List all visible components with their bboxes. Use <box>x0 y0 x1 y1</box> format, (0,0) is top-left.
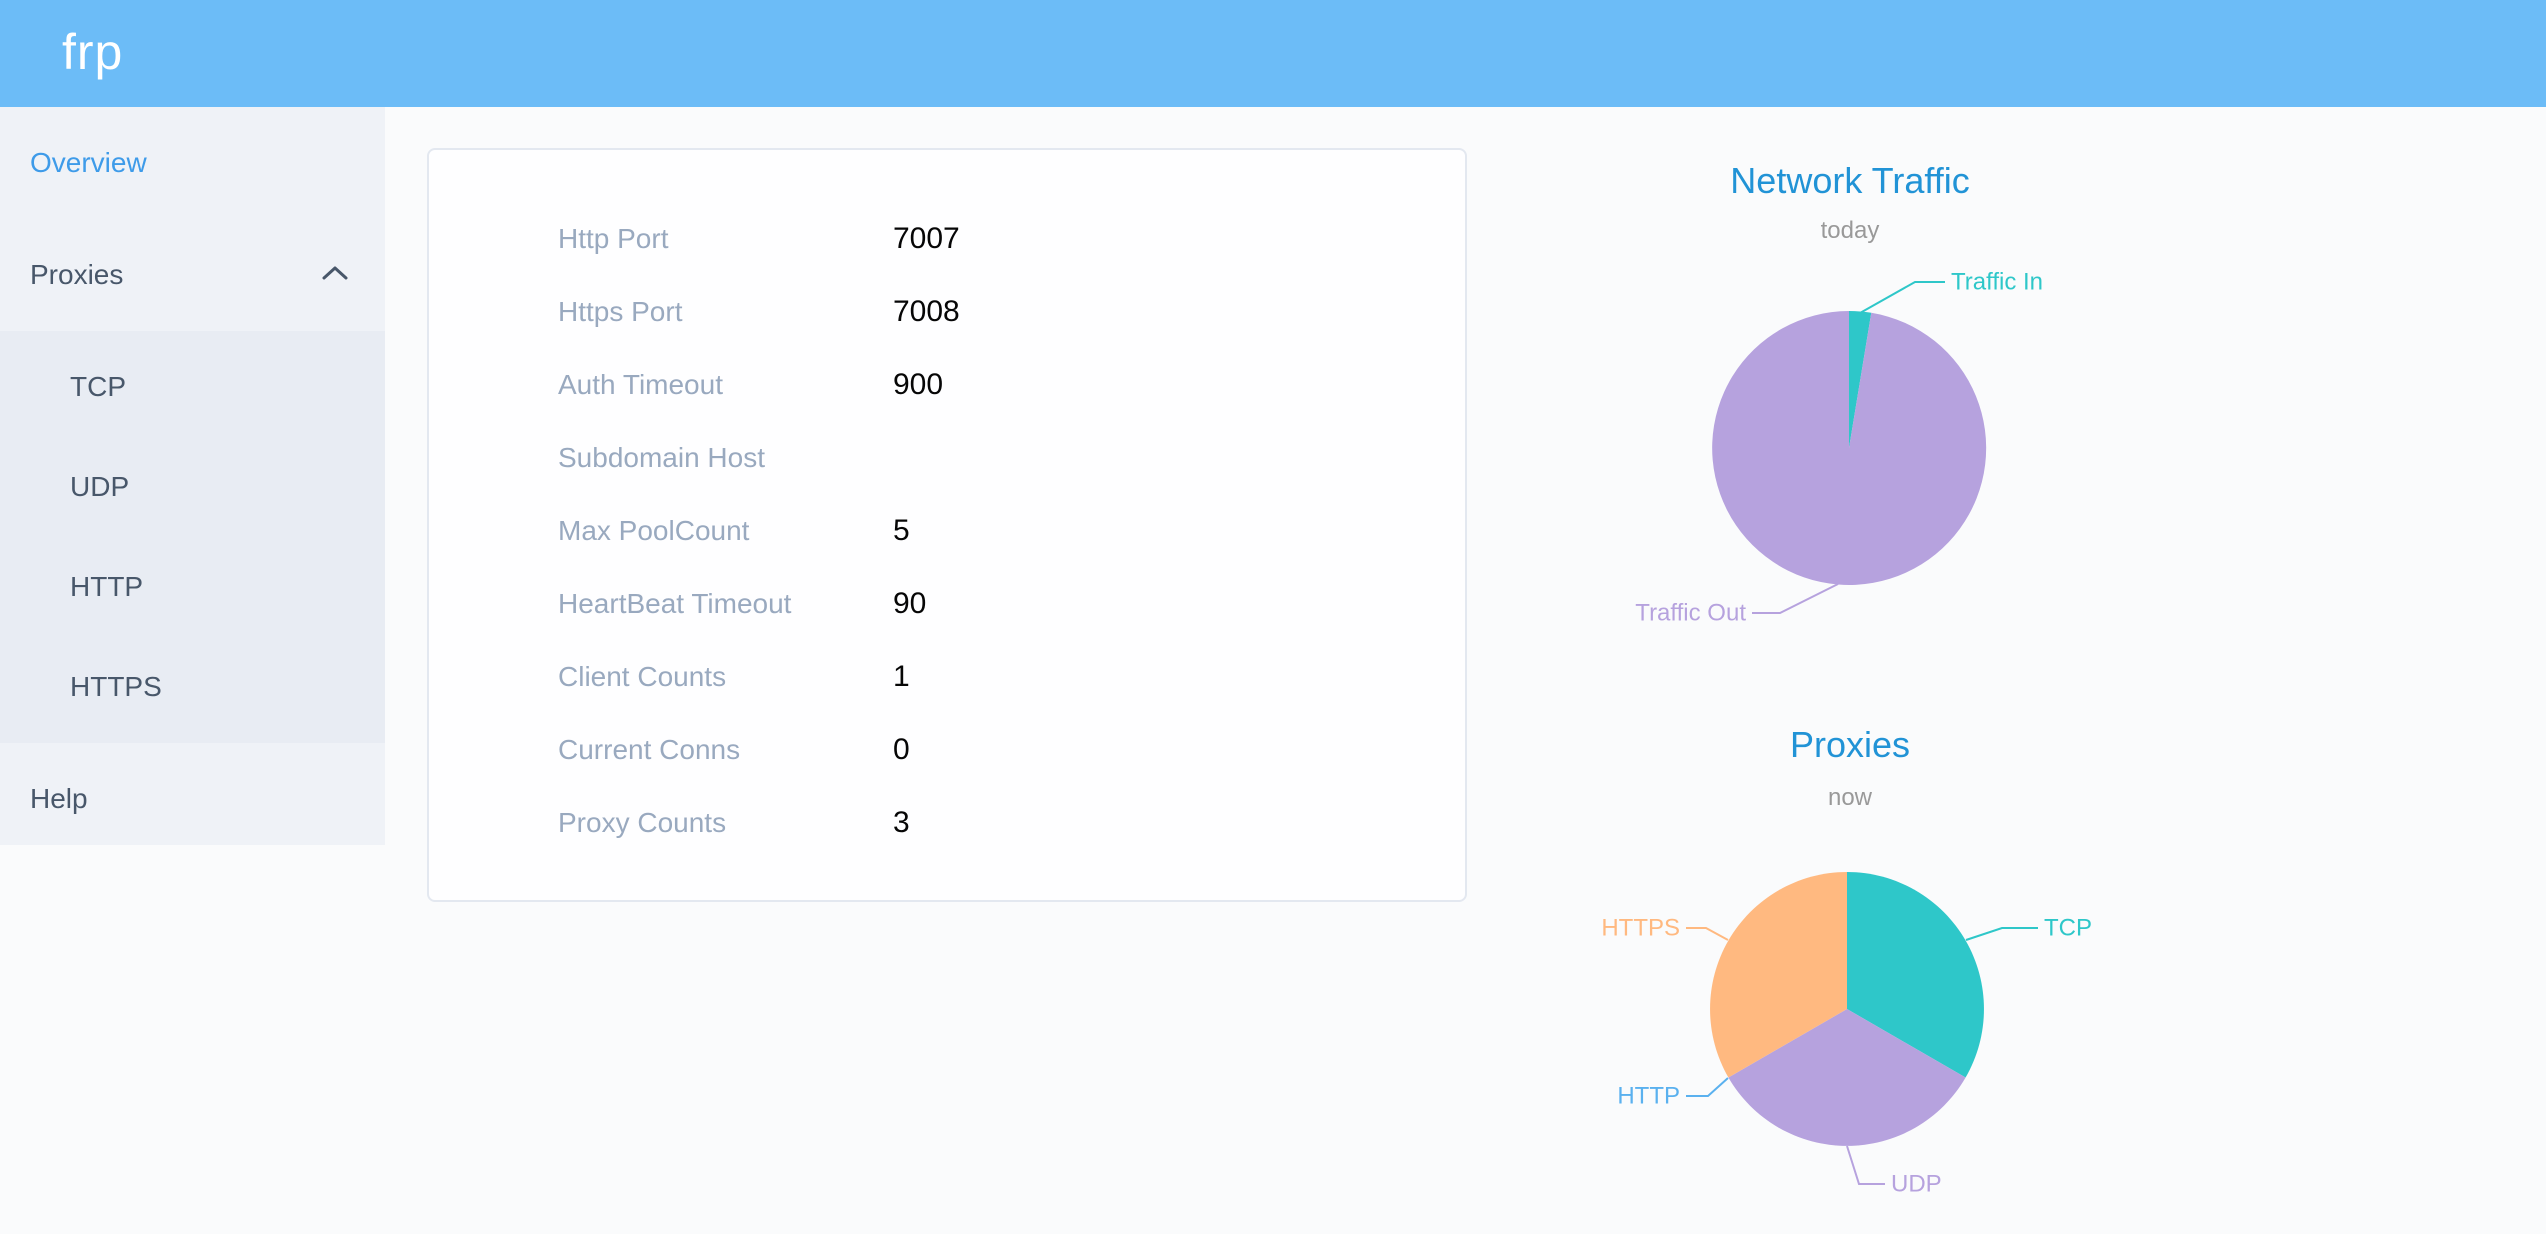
config-label: Https Port <box>558 296 683 327</box>
config-value: 1 <box>893 660 910 693</box>
chevron-up-icon <box>322 266 348 280</box>
config-label: Auth Timeout <box>558 369 723 400</box>
config-value: 0 <box>893 733 910 766</box>
config-value: 3 <box>893 806 910 839</box>
config-value: 7007 <box>893 222 960 255</box>
pie-slice-tcp <box>1847 872 1984 1078</box>
config-row-proxy-counts: Proxy Counts 3 <box>429 786 1465 859</box>
pie-label-line-udp <box>1846 1145 1885 1185</box>
pie-label-line-traffic-in <box>1859 281 1945 314</box>
config-row-heartbeat-timeout: HeartBeat Timeout 90 <box>429 567 1465 640</box>
config-label: Current Conns <box>558 734 741 765</box>
config-label: Subdomain Host <box>558 442 766 473</box>
pie-label-tcp: TCP <box>2044 915 2092 942</box>
pie-label-traffic-in: Traffic In <box>1951 269 2043 296</box>
proxies-submenu: TCP UDP HTTP HTTPS <box>0 331 385 743</box>
config-value: 7008 <box>893 295 960 328</box>
config-label: Http Port <box>558 223 669 254</box>
frp-logo: frp <box>62 24 124 80</box>
pie-label-line-https <box>1686 927 1729 941</box>
sidebar-item-https-label: HTTPS <box>70 671 162 702</box>
network-traffic-chart: Network Traffic today Traffic In Traffic … <box>1540 140 2160 700</box>
proxies-chart: Proxies now TCP UDP HTTP HTTPS <box>1540 700 2160 1234</box>
sidebar-item-tcp[interactable]: TCP <box>0 337 385 437</box>
app-header: frp <box>0 0 2546 107</box>
sidebar-item-proxies-label: Proxies <box>30 259 124 290</box>
pie-slice-https <box>1710 872 1847 1078</box>
config-row-current-conns: Current Conns 0 <box>429 713 1465 786</box>
sidebar-item-http-label: HTTP <box>70 571 144 602</box>
proxies-title: Proxies <box>1789 724 1911 765</box>
config-label: Client Counts <box>558 661 727 692</box>
pie-label-http: HTTP <box>1617 1083 1680 1110</box>
config-row-client-counts: Client Counts 1 <box>429 640 1465 713</box>
config-value: 900 <box>893 368 944 401</box>
sidebar-item-https[interactable]: HTTPS <box>0 637 385 737</box>
network-traffic-title: Network Traffic <box>1730 160 1970 201</box>
pie-label-line-traffic-out <box>1752 583 1839 614</box>
sidebar-item-tcp-label: TCP <box>70 371 126 402</box>
proxies-subtitle: now <box>1827 784 1873 811</box>
sidebar-item-help-label: Help <box>30 783 88 814</box>
sidebar-item-http[interactable]: HTTP <box>0 537 385 637</box>
config-label: Max PoolCount <box>558 515 750 546</box>
pie-slice-traffic-in <box>1849 310 1872 448</box>
config-label: Proxy Counts <box>558 807 727 838</box>
pie-label-line-tcp <box>1965 927 2038 941</box>
sidebar-item-udp-label: UDP <box>70 471 130 502</box>
pie-label-https: HTTPS <box>1601 915 1680 942</box>
config-row-max-poolcount: Max PoolCount 5 <box>429 494 1465 567</box>
sidebar-item-proxies[interactable]: Proxies <box>0 219 385 331</box>
proxies-pie: TCP UDP HTTP HTTPS <box>1601 872 2092 1198</box>
sidebar-item-udp[interactable]: UDP <box>0 437 385 537</box>
sidebar-item-overview[interactable]: Overview <box>0 107 385 219</box>
sidebar-item-overview-label: Overview <box>30 147 147 178</box>
pie-slice-udp <box>1728 1009 1966 1146</box>
config-value: 90 <box>893 587 927 620</box>
pie-slice-traffic-out <box>1712 311 1987 585</box>
pie-label-traffic-out: Traffic Out <box>1635 600 1746 627</box>
config-value: 5 <box>893 514 910 547</box>
config-label: HeartBeat Timeout <box>558 588 792 619</box>
sidebar-item-help[interactable]: Help <box>0 743 385 855</box>
config-row-auth-timeout: Auth Timeout 900 <box>429 348 1465 421</box>
pie-label-udp: UDP <box>1891 1171 1942 1198</box>
network-traffic-subtitle: today <box>1820 217 1880 244</box>
network-traffic-pie: Traffic In Traffic Out <box>1635 269 2043 627</box>
sidebar: Overview Proxies TCP UDP HTTP HTTPS Help <box>0 107 385 845</box>
server-config-rows: Http Port 7007 Https Port 7008 Auth Time… <box>429 150 1465 859</box>
config-row-https-port: Https Port 7008 <box>429 275 1465 348</box>
config-row-subdomain-host: Subdomain Host <box>429 421 1465 494</box>
pie-label-line-http <box>1686 1077 1729 1097</box>
config-row-http-port: Http Port 7007 <box>429 202 1465 275</box>
server-config-card: Http Port 7007 Https Port 7008 Auth Time… <box>427 148 1467 902</box>
